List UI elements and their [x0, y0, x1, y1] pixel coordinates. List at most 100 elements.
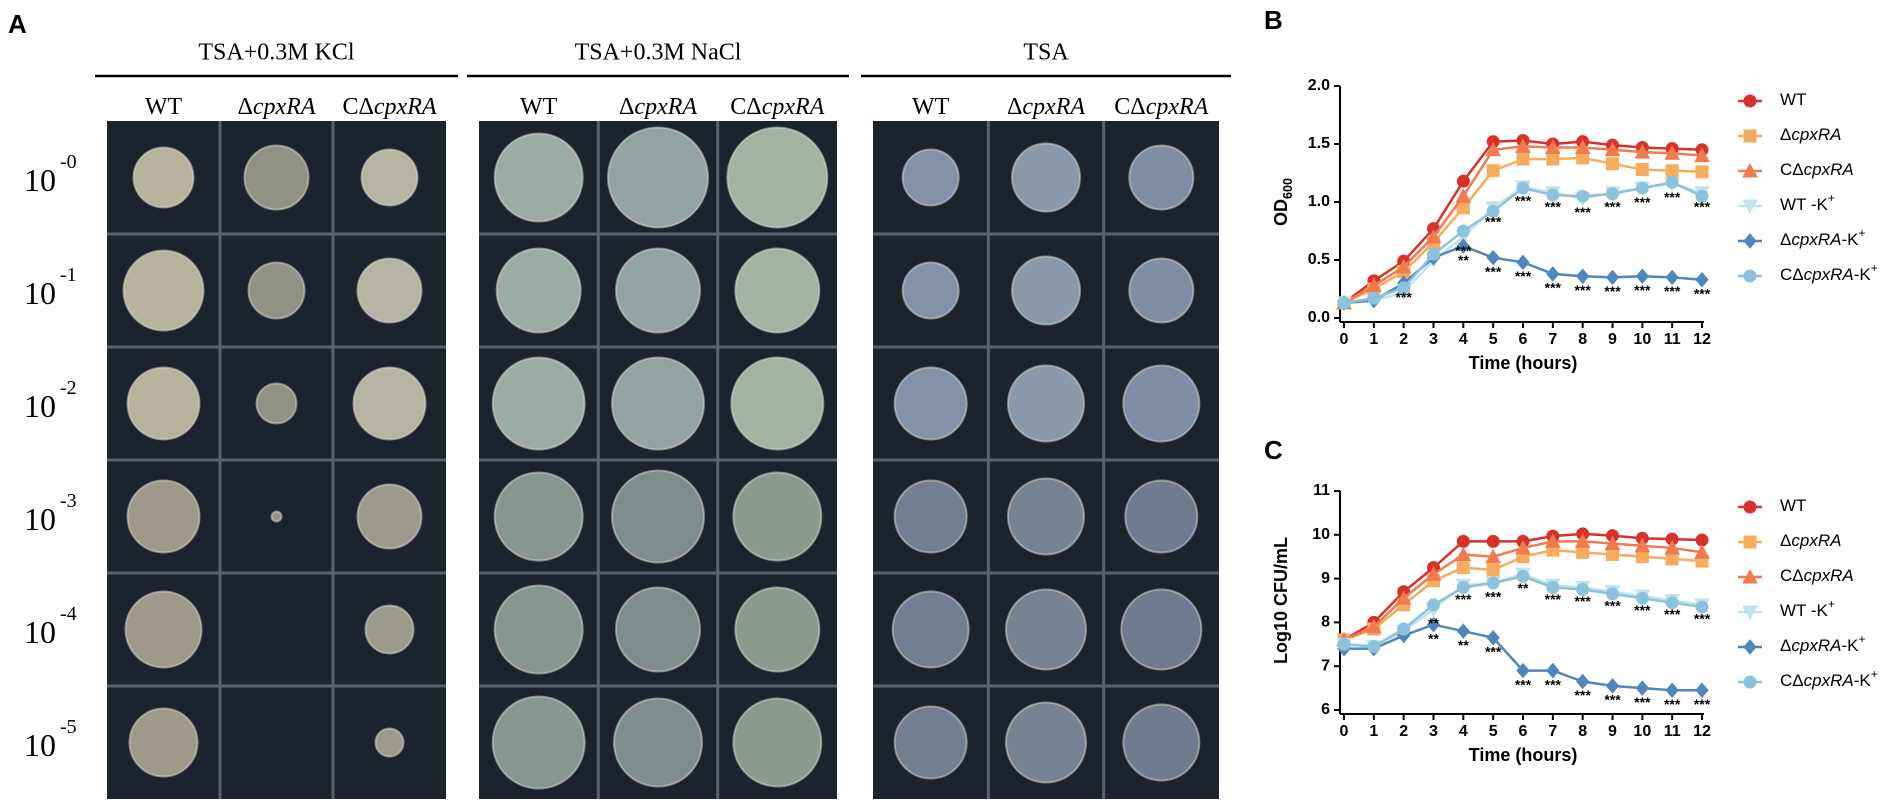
marker — [1635, 550, 1649, 564]
marker — [1546, 188, 1560, 202]
marker — [1456, 623, 1470, 639]
marker — [1486, 204, 1500, 218]
colony-spot — [734, 586, 821, 673]
marker — [1635, 591, 1649, 605]
marker — [1516, 152, 1530, 166]
marker — [1604, 535, 1621, 551]
marker — [1665, 552, 1679, 566]
marker — [1635, 268, 1649, 285]
group-title: TSA+0.3M NaCl — [575, 40, 742, 66]
significance: *** — [1634, 602, 1651, 618]
x-axis-title: Time (hours) — [1469, 745, 1578, 765]
marker — [1665, 596, 1679, 610]
column-header: WT — [145, 94, 183, 120]
marker — [1397, 281, 1411, 295]
colony-spot — [1011, 142, 1081, 213]
colony-spot — [893, 366, 968, 441]
significance: *** — [1634, 282, 1651, 298]
marker — [1365, 618, 1382, 634]
colony-spot — [1128, 144, 1195, 211]
legend-label: CΔcpxRA-K+ — [1780, 667, 1878, 690]
dilution-base: 10 — [24, 162, 56, 198]
legend-label: CΔcpxRA — [1780, 566, 1854, 585]
panel-label: A — [8, 9, 27, 39]
significance: *** — [1515, 676, 1532, 692]
legend-label: CΔcpxRA-K+ — [1780, 261, 1878, 284]
significance: *** — [1485, 643, 1502, 659]
significance: *** — [1545, 591, 1562, 607]
significance: *** — [1634, 694, 1651, 710]
marker — [1576, 583, 1590, 597]
y-axis-title: OD600 — [1271, 178, 1296, 226]
x-tick-label: 3 — [1429, 723, 1438, 740]
significance: *** — [1485, 214, 1502, 230]
marker — [1485, 141, 1502, 157]
marker — [1367, 639, 1381, 653]
y-tick-label: 10 — [1312, 526, 1330, 543]
colony-spot — [730, 356, 825, 451]
colony-spot — [126, 479, 201, 554]
column-header: CΔcpxRA — [342, 94, 436, 120]
marker — [1337, 296, 1351, 310]
x-tick-label: 5 — [1489, 331, 1498, 348]
marker — [1743, 500, 1757, 514]
x-tick-label: 11 — [1664, 723, 1681, 740]
x-tick-label: 5 — [1489, 723, 1498, 740]
colony-spot — [734, 247, 821, 334]
marker — [1486, 534, 1500, 548]
y-tick-label: 1.5 — [1308, 135, 1330, 152]
marker — [1743, 94, 1757, 108]
legend-label: WT — [1780, 90, 1806, 109]
colony-spot — [360, 148, 419, 207]
significance: *** — [1574, 282, 1591, 298]
colony-spot — [1128, 257, 1195, 324]
colony-spot — [255, 382, 298, 425]
legend-label: ΔcpxRA — [1780, 531, 1841, 550]
column-header: ΔcpxRA — [619, 94, 697, 120]
colony-spot — [901, 148, 960, 207]
colony-spot — [615, 247, 701, 334]
colony-spot — [270, 510, 283, 523]
marker — [1742, 568, 1758, 584]
legend-label: ΔcpxRA-K+ — [1780, 632, 1865, 655]
colony-spot — [493, 132, 584, 223]
significance: *** — [1664, 606, 1681, 622]
y-axis-title: Log10 CFU/mL — [1271, 537, 1291, 664]
marker — [1427, 598, 1440, 612]
marker — [1486, 249, 1500, 266]
marker — [1546, 662, 1560, 679]
marker — [1456, 174, 1470, 188]
marker — [1456, 580, 1470, 594]
marker — [1664, 145, 1681, 160]
dilution-base: 10 — [24, 275, 56, 311]
x-tick-label: 3 — [1429, 331, 1438, 348]
significance: *** — [1694, 285, 1711, 301]
dilution-exponent: -2 — [60, 377, 77, 399]
x-tick-label: 7 — [1548, 723, 1557, 740]
x-tick-label: 9 — [1608, 331, 1617, 348]
x-tick-label: 0 — [1340, 331, 1349, 348]
marker — [1574, 533, 1591, 548]
x-tick-label: 0 — [1340, 723, 1349, 740]
significance: *** — [1515, 268, 1532, 284]
x-tick-label: 2 — [1399, 723, 1408, 740]
colony-spot — [611, 356, 705, 451]
x-tick-label: 4 — [1459, 331, 1468, 348]
x-tick-label: 4 — [1459, 723, 1468, 740]
x-tick-label: 1 — [1369, 331, 1378, 348]
legend-label: WT -K+ — [1780, 597, 1835, 620]
marker — [1395, 590, 1412, 605]
legend-label: WT -K+ — [1780, 191, 1835, 214]
marker — [1425, 228, 1442, 244]
marker — [1665, 175, 1679, 189]
significance: *** — [1604, 283, 1621, 299]
significance: *** — [1515, 193, 1532, 209]
column-header: WT — [520, 94, 558, 120]
marker — [1516, 181, 1530, 195]
marker — [1695, 533, 1709, 547]
marker — [1397, 622, 1411, 636]
marker — [1516, 569, 1530, 583]
column-header: CΔcpxRA — [730, 94, 824, 120]
marker — [1544, 139, 1561, 154]
x-axis-title: Time (hours) — [1469, 353, 1578, 373]
